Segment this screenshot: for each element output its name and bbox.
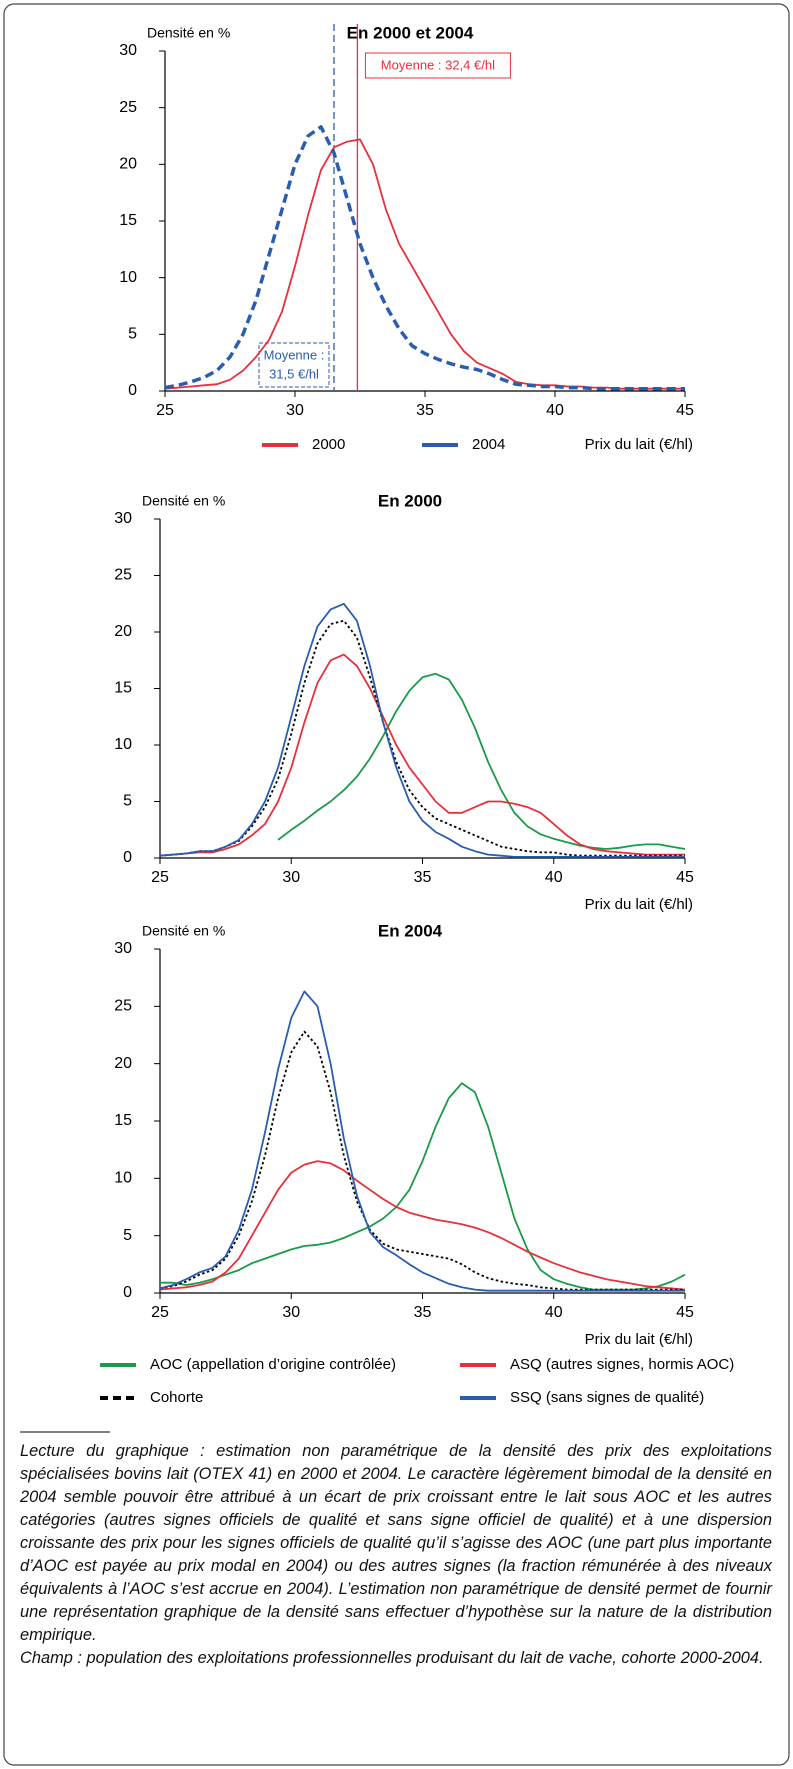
x-tick-label: 25 [156, 402, 174, 419]
x-tick-label: 45 [676, 869, 694, 886]
y-axis-label: Densité en % [147, 25, 230, 41]
x-tick-label: 30 [282, 869, 300, 886]
x-axis-label: Prix du lait (€/hl) [585, 1331, 693, 1348]
series-line [159, 602, 685, 858]
y-tick-label: 20 [114, 623, 132, 640]
annotation-text: 31,5 €/hl [269, 366, 319, 381]
y-tick-label: 30 [119, 42, 137, 59]
y-axis-label: Densité en % [142, 923, 225, 939]
y-tick-label: 25 [119, 99, 137, 116]
y-tick-label: 0 [123, 1284, 132, 1301]
note: Lecture du graphique : estimation non pa… [20, 1440, 772, 1670]
note-text: Lecture du graphique : estimation non pa… [20, 1442, 772, 1644]
x-tick-label: 35 [416, 402, 434, 419]
y-tick-label: 25 [114, 998, 132, 1015]
series-line [159, 1030, 685, 1291]
y-tick-label: 15 [119, 212, 137, 229]
x-tick-label: 30 [286, 402, 304, 419]
note-scope: Champ : population des exploitations pro… [20, 1649, 764, 1667]
legend-label: 2000 [312, 436, 345, 453]
x-tick-label: 35 [414, 869, 432, 886]
legend-label: AOC (appellation d’origine contrôlée) [150, 1356, 396, 1373]
chart-title: En 2004 [378, 921, 443, 940]
y-tick-label: 0 [123, 849, 132, 866]
series-line [159, 653, 685, 857]
series-line [159, 990, 685, 1292]
legend-label: Cohorte [150, 1389, 203, 1406]
y-tick-label: 5 [123, 1227, 132, 1244]
x-axis-label: Prix du lait (€/hl) [585, 896, 693, 913]
x-axis-label: Prix du lait (€/hl) [585, 436, 693, 453]
y-tick-label: 30 [114, 940, 132, 957]
y-tick-label: 30 [114, 510, 132, 527]
chart-title: En 2000 et 2004 [347, 23, 474, 42]
series-line [164, 125, 685, 391]
y-tick-label: 25 [114, 567, 132, 584]
y-tick-label: 5 [128, 326, 137, 343]
x-tick-label: 35 [414, 1304, 432, 1321]
x-tick-label: 40 [546, 402, 564, 419]
annotation-box [364, 52, 511, 79]
annotation-box [258, 342, 330, 388]
x-tick-label: 45 [676, 402, 694, 419]
y-tick-label: 10 [114, 736, 132, 753]
x-tick-label: 40 [545, 869, 563, 886]
y-tick-label: 5 [123, 793, 132, 810]
y-tick-label: 20 [119, 156, 137, 173]
annotation-text: Moyenne : 32,4 €/hl [381, 57, 495, 72]
x-tick-label: 40 [545, 1304, 563, 1321]
x-tick-label: 30 [282, 1304, 300, 1321]
y-tick-label: 10 [119, 269, 137, 286]
legend-label: ASQ (autres signes, hormis AOC) [510, 1356, 734, 1373]
frame [3, 3, 790, 1766]
y-tick-label: 15 [114, 1112, 132, 1129]
annotation-text: Moyenne : [264, 347, 325, 362]
y-tick-label: 10 [114, 1170, 132, 1187]
series-line [164, 138, 685, 390]
legend-label: 2004 [472, 436, 505, 453]
x-tick-label: 25 [151, 869, 169, 886]
legend-label: SSQ (sans signes de qualité) [510, 1389, 704, 1406]
series-line [159, 1160, 686, 1291]
y-tick-label: 20 [114, 1055, 132, 1072]
x-tick-label: 25 [151, 1304, 169, 1321]
y-tick-label: 15 [114, 680, 132, 697]
y-tick-label: 0 [128, 382, 137, 399]
chart-title: En 2000 [378, 491, 442, 510]
y-axis-label: Densité en % [142, 493, 225, 509]
series-line [277, 672, 686, 850]
x-tick-label: 45 [676, 1304, 694, 1321]
